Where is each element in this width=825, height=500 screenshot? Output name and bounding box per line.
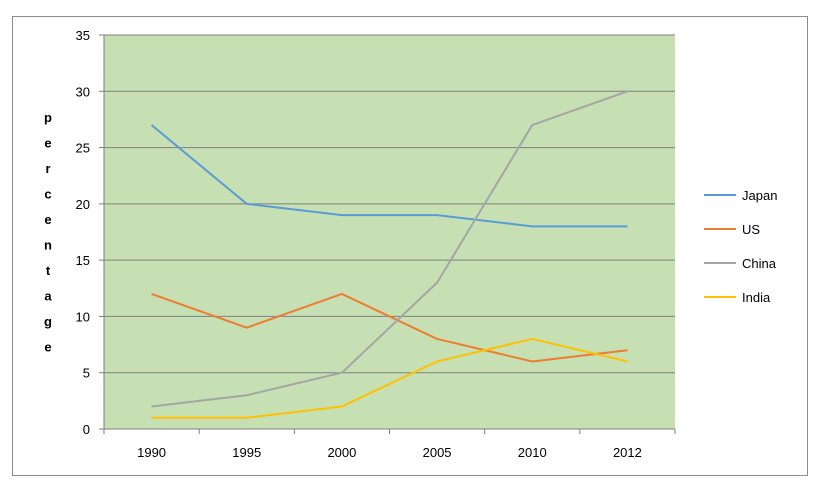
y-axis-label-letter: e [44,212,51,227]
series-line-us [151,292,628,363]
series-line-china [151,90,628,408]
x-tick-label: 1995 [232,445,261,460]
y-axis-label-letter: a [44,289,52,304]
legend-label: US [742,222,760,237]
y-axis-label-letter: n [44,238,52,253]
x-tick-label: 2000 [327,445,356,460]
x-tick-label: 2005 [423,445,452,460]
y-tick-label: 5 [83,366,90,381]
y-axis-label-letter: t [46,263,51,278]
x-axis-ticks: 1990 1995 2000 2005 2010 2012 [103,429,676,460]
legend-label: India [742,290,771,305]
y-tick-label: 15 [76,253,90,268]
series-lines [150,90,628,419]
y-axis-label-letter: c [44,187,51,202]
y-tick-label: 25 [76,141,90,156]
y-axis-label-letter: r [45,161,50,176]
legend-label: Japan [742,188,777,203]
legend: Japan US China India [704,188,777,305]
y-tick-label: 0 [83,422,90,437]
y-axis-label-letter: g [44,314,52,329]
y-axis-label-letter: e [44,340,51,355]
y-axis-ticks: 0 5 10 15 20 25 30 35 [76,28,104,437]
y-tick-label: 35 [76,28,90,43]
y-tick-label: 20 [76,197,90,212]
series-line-india [151,337,628,419]
y-tick-label: 10 [76,309,90,324]
y-tick-label: 30 [76,84,90,99]
legend-label: China [742,256,777,271]
plot-area [104,35,675,429]
y-axis-label-letter: p [44,110,52,125]
series-line-japan [150,124,628,228]
x-tick-label: 1990 [137,445,166,460]
y-axis-label-letter: e [44,136,51,151]
gridlines [104,34,675,374]
x-tick-label: 2010 [518,445,547,460]
x-tick-label: 2012 [613,445,642,460]
